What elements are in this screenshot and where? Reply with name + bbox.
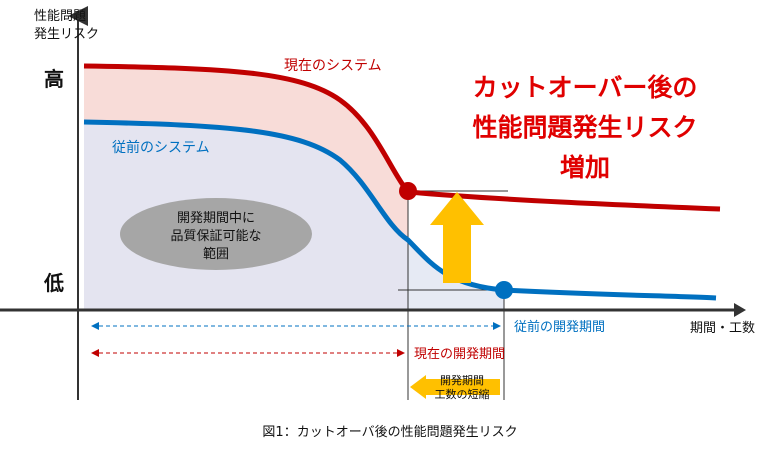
previous-period-label: 従前の開発期間: [514, 319, 605, 335]
callout-line-2: 性能問題発生リスク: [472, 113, 697, 142]
callout-line-1: カットオーバー後の: [473, 73, 698, 102]
ellipse-line-2: 品質保証可能な: [170, 229, 261, 244]
x-axis-title: 期間・工数: [690, 321, 755, 336]
x-axis-arrowhead: [734, 303, 746, 317]
ellipse-line-3: 範囲: [203, 247, 229, 262]
quality-assurance-ellipse: [120, 198, 312, 270]
current-point: [399, 182, 417, 200]
previous-point: [495, 281, 513, 299]
previous-system-label: 従前のシステム: [112, 139, 210, 156]
current-period-label: 現在の開発期間: [414, 347, 505, 362]
previous-system-curve: [83, 119, 717, 301]
shortening-label-line-2: 工数の短縮: [435, 387, 490, 401]
y-axis-low-label: 低: [43, 271, 64, 295]
y-axis-title-line-1: 性能問題: [34, 9, 86, 24]
current-system-label: 現在のシステム: [284, 58, 382, 74]
current-system-curve: [83, 63, 721, 212]
risk-increase-arrow: [430, 192, 484, 283]
shortening-label-line-1: 開発期間: [440, 373, 484, 387]
callout-line-3: 増加: [560, 153, 610, 182]
y-axis-title-line-2: 発生リスク: [34, 27, 99, 42]
figure-caption: 図1：カットオーバ後の性能問題発生リスク: [262, 425, 517, 440]
shortening-arrow: [410, 375, 500, 399]
y-axis-high-label: 高: [44, 67, 64, 91]
gap-area: [408, 240, 504, 310]
ellipse-line-1: 開発期間中に: [177, 211, 255, 226]
